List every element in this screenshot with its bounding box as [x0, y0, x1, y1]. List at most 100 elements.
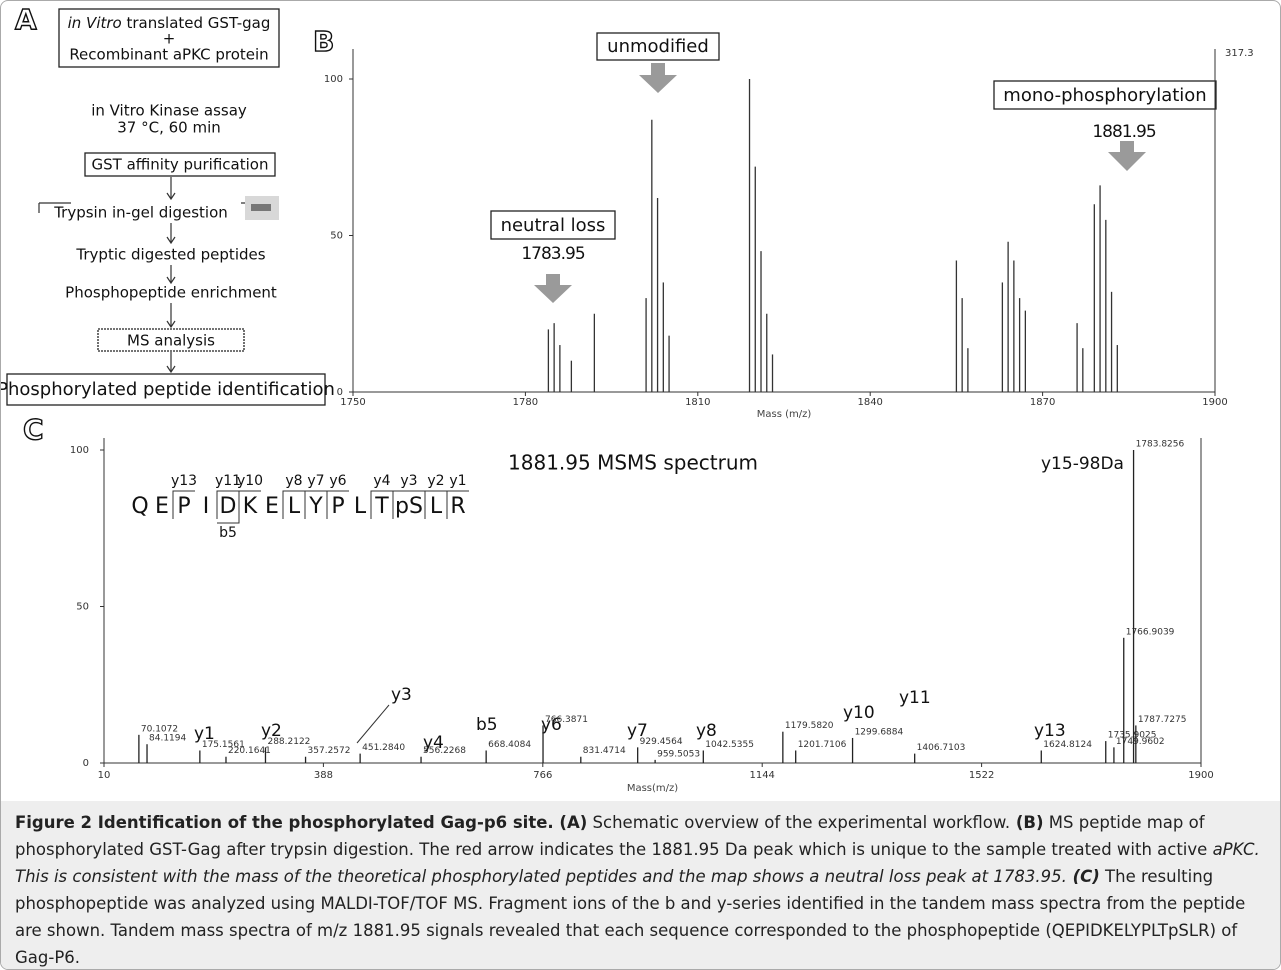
peak-label: 1624.8124: [1043, 740, 1092, 750]
ion-label: b5: [476, 715, 498, 735]
cleavage-mark: [326, 490, 349, 519]
residue: pS: [395, 494, 423, 519]
ion-above: y6: [329, 473, 346, 489]
flow-arrow: [166, 352, 176, 374]
ion-above: y4: [373, 473, 390, 489]
peak-label: 556.2268: [423, 746, 466, 756]
residue: P: [177, 494, 190, 519]
caption-title: Figure 2 Identification of the phosphory…: [15, 813, 554, 832]
peak-label: 451.2840: [362, 743, 405, 753]
cleavage-mark: [282, 490, 305, 519]
ion-labels: y1 y2 y3 y4 b5 y6 y7 y8 y10 y11 y13 y15-…: [194, 454, 1124, 753]
peak-label: 1179.5820: [785, 721, 834, 731]
ion-label: y15-98Da: [1041, 454, 1124, 474]
peak-label: 1783.8256: [1136, 440, 1185, 450]
flow-box: [97, 328, 245, 352]
peak-label: 1787.7275: [1138, 715, 1187, 725]
peak-label: 1766.9039: [1126, 627, 1175, 637]
residue: E: [265, 494, 279, 519]
x-tick-label: 1144: [749, 770, 774, 781]
residue: K: [243, 494, 258, 519]
x-tick-label: 1522: [969, 770, 994, 781]
peak-label: 1749.9602: [1116, 737, 1165, 747]
residue: L: [288, 494, 301, 519]
flow-step: MS analysis: [127, 332, 215, 350]
ion-above: y8: [285, 473, 302, 489]
cleavage-mark: [446, 490, 469, 519]
max-intensity: 317.3: [1225, 48, 1254, 59]
flow-box: [84, 152, 276, 177]
ion-above: y7: [307, 473, 324, 489]
caption-text: Schematic overview of the experimental w…: [587, 813, 1011, 832]
caption-text: aPKC. This is consistent with the mass o…: [15, 840, 1260, 886]
ion-label: y7: [627, 721, 648, 741]
flow-step: Phosphorylated peptide identification: [1, 379, 335, 400]
flow-step: GST affinity purification: [92, 156, 269, 174]
caption-label: (A): [553, 813, 588, 832]
peak-label: 288.2122: [267, 737, 310, 747]
y-tick-label: 0: [83, 758, 89, 769]
cleavage-mark: [370, 490, 393, 519]
x-tick-label: 1900: [1188, 770, 1213, 781]
gel-band: [251, 204, 271, 211]
x-tick-label: 1780: [513, 397, 538, 408]
y-tick-label: 100: [70, 445, 89, 456]
y-tick-label: 50: [330, 231, 343, 242]
flow-box: [6, 373, 326, 406]
peak-label: 84.1194: [149, 734, 186, 744]
panel-label: B: [313, 25, 334, 58]
flow-arrow: [166, 177, 176, 201]
flow-step: Trypsin in-gel digestion: [53, 204, 228, 222]
ion-above: y3: [400, 473, 417, 489]
x-tick-label: 388: [314, 770, 333, 781]
cleavage-mark: [392, 490, 425, 519]
x-tick-label: 1750: [340, 397, 365, 408]
ion-label: y10: [843, 703, 875, 723]
residue: Y: [308, 494, 323, 519]
residue: Q: [131, 494, 148, 519]
caption-label: (B): [1010, 813, 1044, 832]
cleavage-mark: [216, 490, 239, 519]
x-tick-label: 1810: [685, 397, 710, 408]
annotation-box: [596, 32, 720, 61]
ion-above: y13: [171, 473, 197, 489]
x-axis-title: Mass(m/z): [627, 783, 678, 794]
flow-arrow: [166, 265, 176, 285]
caption-label: (C): [1066, 867, 1100, 886]
x-tick-label: 1840: [857, 397, 882, 408]
ion-label: y8: [696, 721, 717, 741]
peak-label: 70.1072: [141, 724, 178, 734]
residue: R: [450, 494, 465, 519]
ion-label: y1: [194, 724, 215, 744]
annotation: 1881.95: [1092, 122, 1155, 142]
flow-text: in Vitro Kinase assay: [91, 102, 247, 120]
flow-text: 37 °C, 60 min: [117, 119, 221, 137]
x-tick-label: 10: [98, 770, 111, 781]
y-tick-label: 50: [76, 602, 89, 613]
ion-above: y10: [237, 473, 263, 489]
annotation: 1783.95: [521, 244, 584, 264]
flow-step: Tryptic digested peptides: [75, 246, 265, 264]
peak-label: 357.2572: [308, 746, 351, 756]
flow-arrow: [166, 303, 176, 329]
arrow: [639, 63, 677, 93]
arrow: [534, 274, 572, 303]
residue: L: [430, 494, 443, 519]
residue: E: [155, 494, 169, 519]
y-tick-label: 100: [324, 74, 343, 85]
flow-step: Phosphopeptide enrichment: [65, 284, 277, 302]
panel-label: C: [23, 413, 44, 446]
ion-above: y1: [449, 473, 466, 489]
x-tick-label: 1870: [1030, 397, 1055, 408]
peak-label: 220.1641: [228, 746, 271, 756]
annotation: mono-phosphorylation: [1003, 85, 1206, 106]
annotation: neutral loss: [501, 215, 606, 236]
flow-arrow: [166, 223, 176, 245]
ion-label: y6: [541, 715, 562, 735]
x-axis-title: Mass (m/z): [757, 409, 812, 420]
flow-box: [58, 8, 280, 68]
peak-label: 1406.7103: [917, 743, 966, 753]
peak-label: 831.4714: [583, 746, 626, 756]
chart-title: 1881.95 MSMS spectrum: [508, 451, 758, 475]
